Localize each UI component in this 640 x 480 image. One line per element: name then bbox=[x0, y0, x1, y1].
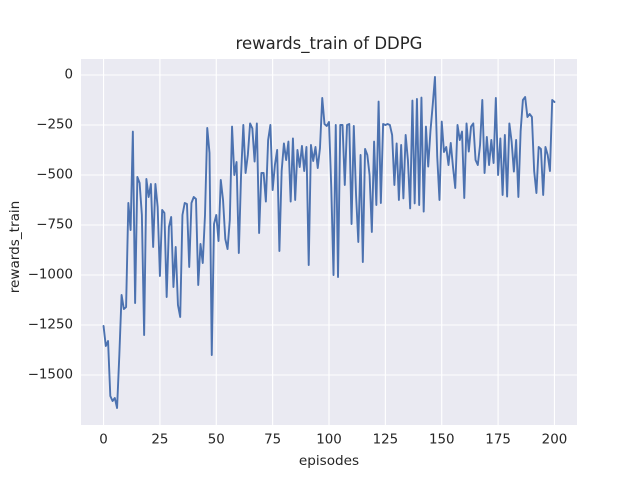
y-tick-label: −750 bbox=[36, 217, 73, 233]
series-line bbox=[102, 76, 556, 409]
chart-title: rewards_train of DDPG bbox=[235, 34, 423, 53]
y-tick-label: 0 bbox=[64, 67, 73, 83]
line-chart-svg bbox=[81, 59, 577, 425]
x-tick-label: 200 bbox=[541, 432, 568, 448]
plot-area bbox=[81, 59, 577, 425]
y-tick-label: −1250 bbox=[27, 317, 73, 333]
y-axis-label: rewards_train bbox=[7, 200, 23, 294]
y-tick-label: −1000 bbox=[27, 267, 73, 283]
x-tick-label: 125 bbox=[372, 432, 399, 448]
x-tick-label: 25 bbox=[151, 432, 169, 448]
y-tick-label: −250 bbox=[36, 117, 73, 133]
x-tick-label: 75 bbox=[264, 432, 282, 448]
x-tick-label: 0 bbox=[99, 432, 108, 448]
x-tick-label: 50 bbox=[207, 432, 225, 448]
y-tick-label: −500 bbox=[36, 167, 73, 183]
x-tick-label: 150 bbox=[428, 432, 455, 448]
y-tick-label: −1500 bbox=[27, 367, 73, 383]
x-axis-label: episodes bbox=[298, 453, 360, 469]
x-tick-label: 175 bbox=[485, 432, 511, 448]
x-tick-label: 100 bbox=[316, 432, 342, 448]
